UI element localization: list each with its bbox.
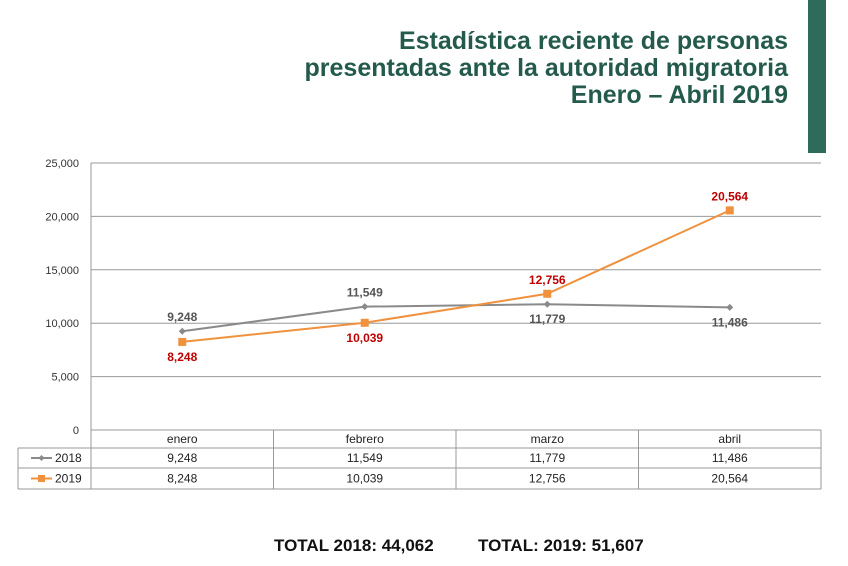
y-tick-label: 20,000 (45, 211, 79, 223)
table-cell: 11,779 (529, 451, 565, 465)
data-label: 20,564 (711, 189, 748, 203)
data-point (178, 337, 187, 346)
title-line-1: Estadística reciente de personas (398, 27, 788, 55)
data-label: 12,756 (529, 273, 566, 287)
data-point (725, 206, 734, 215)
data-point (543, 300, 551, 308)
y-tick-label: 10,000 (45, 318, 79, 330)
data-label: 11,779 (529, 312, 565, 326)
legend-label: 2019 (55, 472, 82, 486)
legend-label: 2018 (55, 451, 82, 465)
data-label: 10,039 (346, 331, 383, 345)
data-point (360, 318, 369, 327)
data-label: 9,248 (167, 310, 197, 324)
data-point (178, 327, 186, 335)
table-cell: 11,549 (347, 451, 383, 465)
data-point (726, 303, 734, 311)
legend-marker (38, 455, 45, 461)
y-tick-label: 15,000 (45, 265, 79, 277)
title-line-2: presentadas ante la autoridad migratoria (304, 54, 788, 82)
accent-bar (808, 0, 826, 153)
table-cell: 8,248 (167, 472, 197, 486)
y-tick-label: 25,000 (45, 158, 79, 170)
table-cell: 9,248 (167, 451, 197, 465)
data-point (361, 303, 369, 311)
total-2018: TOTAL 2018: 44,062 (274, 536, 434, 555)
table-cell: 10,039 (346, 472, 383, 486)
table-cell: 12,756 (529, 472, 566, 486)
data-label: 8,248 (167, 350, 197, 364)
page-title: Estadística reciente de personas present… (305, 28, 788, 109)
table-cell: 11,486 (712, 451, 748, 465)
table-header-marzo: marzo (531, 432, 565, 446)
data-label: 11,486 (712, 315, 748, 329)
series-line-2018 (182, 303, 730, 333)
data-label: 11,549 (347, 286, 383, 300)
table-cell: 20,564 (711, 472, 748, 486)
series-line-2019 (182, 209, 731, 343)
table-header-febrero: febrero (346, 432, 384, 446)
table-header-enero: enero (167, 432, 198, 446)
y-tick-label: 0 (73, 425, 79, 437)
y-tick-label: 5,000 (51, 372, 79, 384)
table-header-abril: abril (718, 432, 741, 446)
title-line-3: Enero – Abril 2019 (570, 81, 788, 109)
legend-marker (38, 475, 45, 482)
data-point (543, 289, 552, 298)
total-2019: TOTAL: 2019: 51,607 (478, 536, 644, 555)
